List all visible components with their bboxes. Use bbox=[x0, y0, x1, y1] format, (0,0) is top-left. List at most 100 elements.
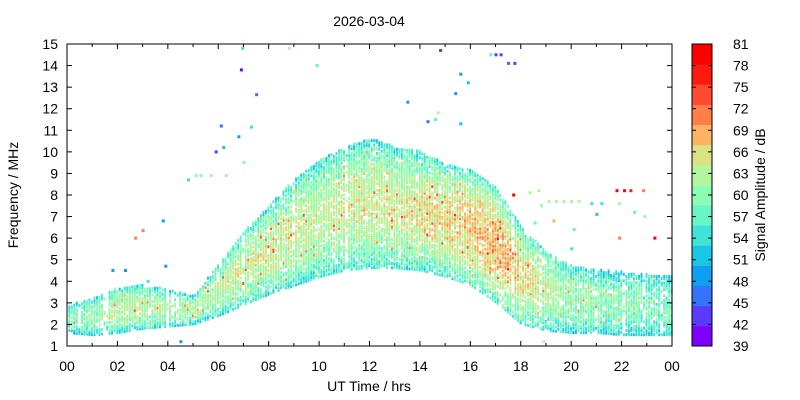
data-cell bbox=[446, 221, 449, 225]
data-cell bbox=[471, 226, 474, 230]
data-cell bbox=[441, 202, 444, 206]
data-cell bbox=[466, 273, 469, 277]
data-cell bbox=[164, 296, 167, 300]
data-cell bbox=[310, 196, 313, 199]
data-cell bbox=[169, 318, 172, 321]
data-cell bbox=[138, 301, 141, 305]
data-cell bbox=[204, 312, 207, 316]
data-cell bbox=[469, 240, 472, 243]
data-cell bbox=[353, 228, 356, 232]
data-cell bbox=[297, 213, 300, 217]
data-cell bbox=[254, 263, 257, 267]
data-cell bbox=[332, 178, 335, 182]
data-cell bbox=[461, 263, 464, 267]
data-cell bbox=[209, 308, 212, 312]
data-cell bbox=[116, 301, 119, 304]
data-cell bbox=[348, 266, 351, 269]
data-cell bbox=[277, 211, 280, 215]
data-cell bbox=[224, 276, 227, 280]
data-cell bbox=[201, 306, 204, 310]
data-cell bbox=[456, 268, 459, 272]
data-cell bbox=[411, 151, 414, 155]
data-cell bbox=[453, 211, 456, 215]
data-cell bbox=[159, 299, 161, 303]
data-cell bbox=[423, 204, 426, 208]
data-cell bbox=[421, 258, 424, 261]
data-cell bbox=[244, 272, 247, 276]
data-cell bbox=[262, 264, 265, 268]
data-cell bbox=[383, 201, 386, 205]
data-cell bbox=[466, 176, 469, 180]
data-cell bbox=[413, 265, 416, 269]
data-cell bbox=[85, 311, 88, 315]
data-cell bbox=[426, 222, 429, 226]
data-cell bbox=[436, 162, 439, 166]
data-cell bbox=[370, 180, 373, 184]
data-cell bbox=[259, 237, 262, 241]
data-cell bbox=[426, 224, 429, 228]
data-cell bbox=[317, 247, 320, 251]
data-cell bbox=[390, 225, 393, 229]
data-cell bbox=[254, 250, 257, 254]
data-cell bbox=[332, 206, 335, 210]
data-cell bbox=[191, 296, 194, 300]
data-cell bbox=[237, 256, 240, 260]
data-cell bbox=[191, 316, 194, 320]
data-cell bbox=[363, 167, 366, 171]
data-cell bbox=[428, 210, 431, 214]
data-cell bbox=[365, 150, 368, 154]
data-cell bbox=[418, 244, 421, 248]
data-cell bbox=[451, 244, 454, 248]
data-cell bbox=[330, 205, 333, 209]
data-cell bbox=[209, 284, 212, 288]
data-cell bbox=[290, 282, 293, 286]
data-cell bbox=[280, 199, 282, 203]
data-cell bbox=[164, 320, 167, 324]
data-cell bbox=[358, 155, 361, 159]
data-cell bbox=[370, 234, 373, 237]
data-cell bbox=[133, 315, 136, 319]
data-cell bbox=[403, 170, 406, 173]
data-cell bbox=[436, 175, 439, 179]
data-cell bbox=[368, 223, 371, 227]
data-cell bbox=[287, 223, 290, 227]
data-cell bbox=[229, 270, 232, 274]
data-cell bbox=[68, 318, 71, 322]
data-cell bbox=[411, 244, 414, 247]
data-cell bbox=[438, 266, 441, 270]
data-cell bbox=[418, 184, 421, 188]
data-cell bbox=[232, 266, 235, 270]
data-cell bbox=[461, 272, 464, 275]
data-cell bbox=[317, 193, 320, 197]
data-cell bbox=[385, 205, 388, 209]
data-cell bbox=[446, 260, 449, 264]
data-cell bbox=[446, 174, 449, 177]
data-cell bbox=[421, 176, 424, 180]
data-cell bbox=[244, 289, 247, 293]
data-cell bbox=[75, 327, 78, 331]
data-cell bbox=[78, 332, 81, 335]
data-cell bbox=[403, 167, 406, 171]
data-cell bbox=[320, 253, 323, 257]
data-cell bbox=[242, 299, 245, 303]
data-cell bbox=[227, 279, 230, 283]
data-cell bbox=[418, 227, 421, 231]
data-cell bbox=[418, 186, 421, 190]
data-cell bbox=[116, 316, 119, 320]
data-cell bbox=[194, 306, 197, 310]
data-cell bbox=[416, 218, 419, 222]
data-cell bbox=[446, 208, 449, 212]
data-cell bbox=[116, 309, 119, 313]
data-cell bbox=[272, 269, 275, 273]
data-cell bbox=[292, 232, 295, 236]
data-cell bbox=[360, 258, 363, 262]
data-cell bbox=[350, 155, 353, 159]
data-cell bbox=[259, 268, 262, 271]
data-cell bbox=[398, 262, 401, 266]
data-cell bbox=[259, 231, 262, 235]
data-cell bbox=[448, 231, 451, 234]
data-cell bbox=[453, 226, 456, 230]
data-cell bbox=[471, 198, 474, 202]
data-cell bbox=[305, 182, 308, 186]
data-cell bbox=[310, 271, 313, 275]
